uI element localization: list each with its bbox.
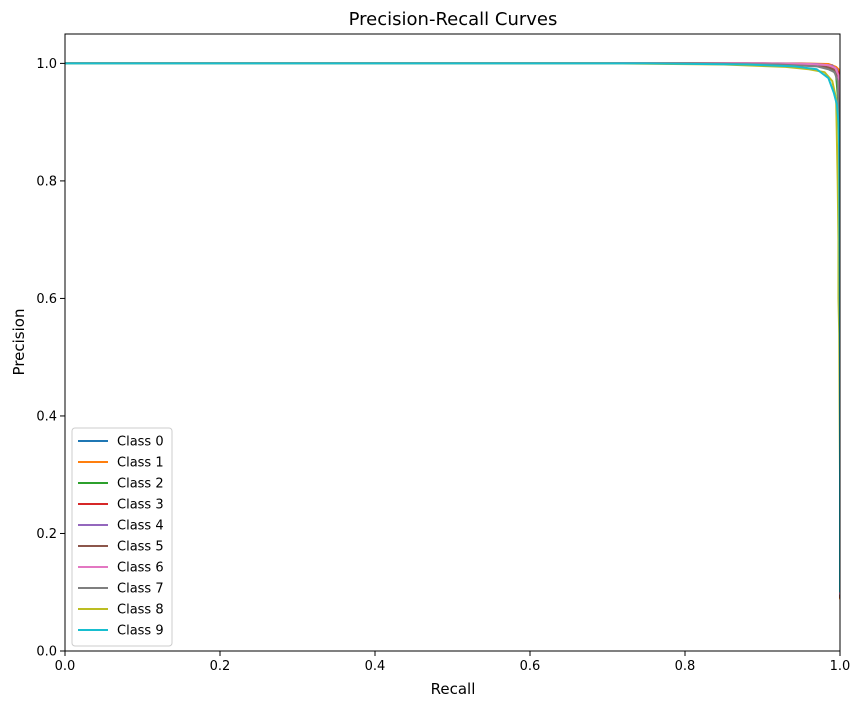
x-axis: 0.0 0.2 0.4 0.6 0.8 1.0: [55, 651, 851, 674]
y-tick-label: 0.4: [36, 409, 57, 424]
legend-label: Class 0: [117, 435, 164, 450]
legend-label: Class 6: [117, 561, 164, 576]
series-line-class-3: [65, 62, 840, 593]
y-axis-label: Precision: [10, 309, 28, 376]
x-tick-label: 1.0: [830, 659, 851, 674]
legend-label: Class 4: [117, 519, 164, 534]
legend-label: Class 7: [117, 582, 164, 597]
legend-label: Class 3: [117, 498, 164, 513]
plot-frame: [64, 33, 841, 652]
series-line-class-7: [65, 62, 840, 593]
series-line-class-9: [65, 62, 840, 593]
y-tick-label: 0.0: [36, 645, 57, 660]
series-line-class-6: [65, 62, 840, 595]
legend-label: Class 5: [117, 540, 164, 555]
series-line-class-2: [65, 62, 840, 591]
y-tick-label: 1.0: [36, 57, 57, 72]
series-line-class-5: [65, 62, 840, 599]
series-line-class-4: [65, 62, 840, 594]
series-line-class-8: [65, 62, 840, 593]
y-tick-label: 0.2: [36, 527, 57, 542]
x-tick-label: 0.6: [520, 659, 541, 674]
y-tick-label: 0.6: [36, 292, 57, 307]
legend-label: Class 1: [117, 456, 164, 471]
chart-title: Precision-Recall Curves: [349, 9, 558, 30]
legend: Class 0 Class 1 Class 2 Class 3 Class 4 Class…: [71, 427, 173, 647]
y-axis: 0.0 0.2 0.4 0.6 0.8 1.0: [36, 57, 65, 660]
x-tick-label: 0.4: [365, 659, 386, 674]
legend-label: Class 2: [117, 477, 164, 492]
x-tick-label: 0.8: [675, 659, 696, 674]
x-tick-label: 0.0: [55, 659, 76, 674]
y-tick-label: 0.8: [36, 174, 57, 189]
x-axis-label: Recall: [431, 680, 476, 698]
x-tick-label: 0.2: [210, 659, 231, 674]
legend-label: Class 9: [117, 624, 164, 639]
curves: [65, 62, 840, 600]
legend-label: Class 8: [117, 603, 164, 618]
series-line-class-1: [65, 62, 840, 600]
series-line-class-0: [65, 62, 840, 594]
